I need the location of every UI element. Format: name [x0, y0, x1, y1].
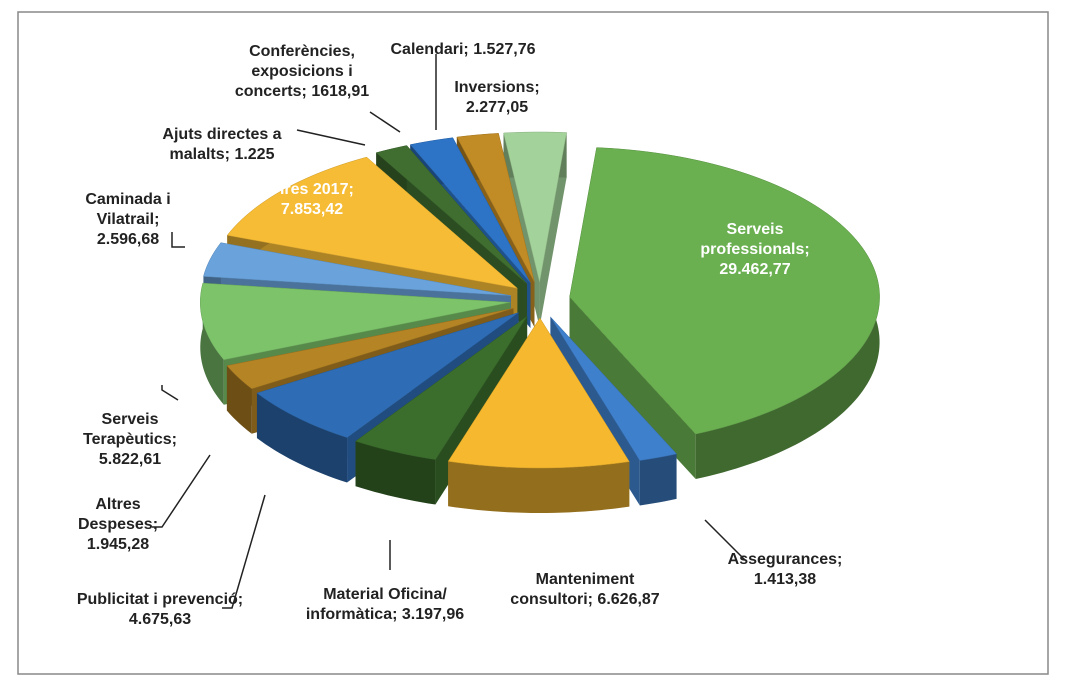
- slice-top: [256, 312, 519, 438]
- category-label: Material Oficina/ informàtica: [305, 586, 447, 623]
- category-label: Calendari: [390, 41, 464, 58]
- slice-top: [409, 137, 531, 284]
- category-label: Inversions: [454, 79, 535, 96]
- slice-top: [456, 133, 535, 283]
- value-label: 7.853,42: [280, 201, 344, 218]
- data-label: Fires 2017; 7.853,42: [270, 181, 354, 218]
- slice-top: [569, 147, 880, 435]
- value-label: 1.413,38: [753, 571, 817, 588]
- data-label: Material Oficina/ informàtica; 3.197,96: [305, 586, 465, 623]
- slice-top: [550, 316, 678, 461]
- data-label: Serveis Terapèutics; 5.822,61: [83, 411, 177, 468]
- slice-top: [503, 131, 567, 283]
- slice-wall: [539, 132, 567, 328]
- value-label: 2.277,05: [465, 99, 529, 116]
- leader: [171, 232, 185, 248]
- leader: [369, 111, 401, 133]
- value-label: 6.626,87: [597, 591, 660, 608]
- slice-side: [448, 461, 630, 513]
- category-label: Conferències, exposicions i concerts: [234, 43, 355, 100]
- category-label: Serveis professionals: [700, 221, 805, 258]
- value-label: 1.225: [234, 146, 275, 163]
- leaders: [152, 54, 746, 609]
- data-label: Assegurances; 1.413,38: [727, 551, 843, 588]
- data-label: Conferències, exposicions i concerts; 16…: [234, 43, 370, 100]
- value-label: 2.596,68: [96, 231, 160, 248]
- data-label: Publicitat i prevenció; 4.675,63: [76, 591, 244, 628]
- slice-side: [355, 441, 436, 505]
- slice-side: [200, 283, 224, 405]
- value-label: 4.675,63: [128, 611, 192, 628]
- slice-top: [447, 317, 630, 469]
- category-label: Publicitat i prevenció: [76, 591, 238, 608]
- data-label: Ajuts directes a malalts; 1.225: [162, 126, 282, 163]
- data-label: Altres Despeses; 1.945,28: [77, 496, 159, 553]
- category-label: Fires 2017: [270, 181, 349, 198]
- leader: [296, 129, 366, 146]
- category-label: Assegurances: [727, 551, 838, 568]
- slice-top: [355, 316, 528, 460]
- slice-side: [639, 453, 677, 506]
- data-label: Inversions; 2.277,05: [454, 79, 540, 116]
- slice-top: [375, 145, 528, 285]
- value-label: 1.945,28: [86, 536, 150, 553]
- slice-top: [226, 308, 514, 390]
- slice: [569, 147, 880, 480]
- data-label: Calendari; 1.527,76: [390, 41, 536, 58]
- category-label: Caminada i Vilatrail: [85, 191, 171, 228]
- slices: [200, 131, 880, 513]
- slice-side: [256, 393, 348, 483]
- leader: [152, 454, 211, 528]
- leader: [161, 385, 179, 401]
- value-label: 1618,91: [311, 83, 370, 100]
- category-label: Serveis Terapèutics: [83, 411, 172, 448]
- data-label: Caminada i Vilatrail; 2.596,68: [85, 191, 171, 248]
- slice-side: [226, 365, 252, 434]
- slice-top: [203, 242, 511, 296]
- slice-top: [226, 156, 519, 289]
- data-label: Serveis professionals; 29.462,77: [700, 221, 810, 278]
- value-label: 5.822,61: [98, 451, 162, 468]
- value-label: 29.462,77: [719, 261, 791, 278]
- data-label: Manteniment consultori; 6.626,87: [510, 571, 660, 608]
- value-label: 1.527,76: [473, 41, 536, 58]
- category-label: Altres Despeses: [77, 496, 153, 533]
- value-label: 3.197,96: [401, 606, 465, 623]
- leader: [222, 494, 266, 609]
- leader: [704, 519, 746, 561]
- category-label: Ajuts directes a malalts: [162, 126, 282, 163]
- category-label: Manteniment consultori: [510, 571, 635, 608]
- slice-wall: [569, 297, 696, 480]
- slice: [447, 317, 630, 513]
- slice-top: [200, 282, 511, 360]
